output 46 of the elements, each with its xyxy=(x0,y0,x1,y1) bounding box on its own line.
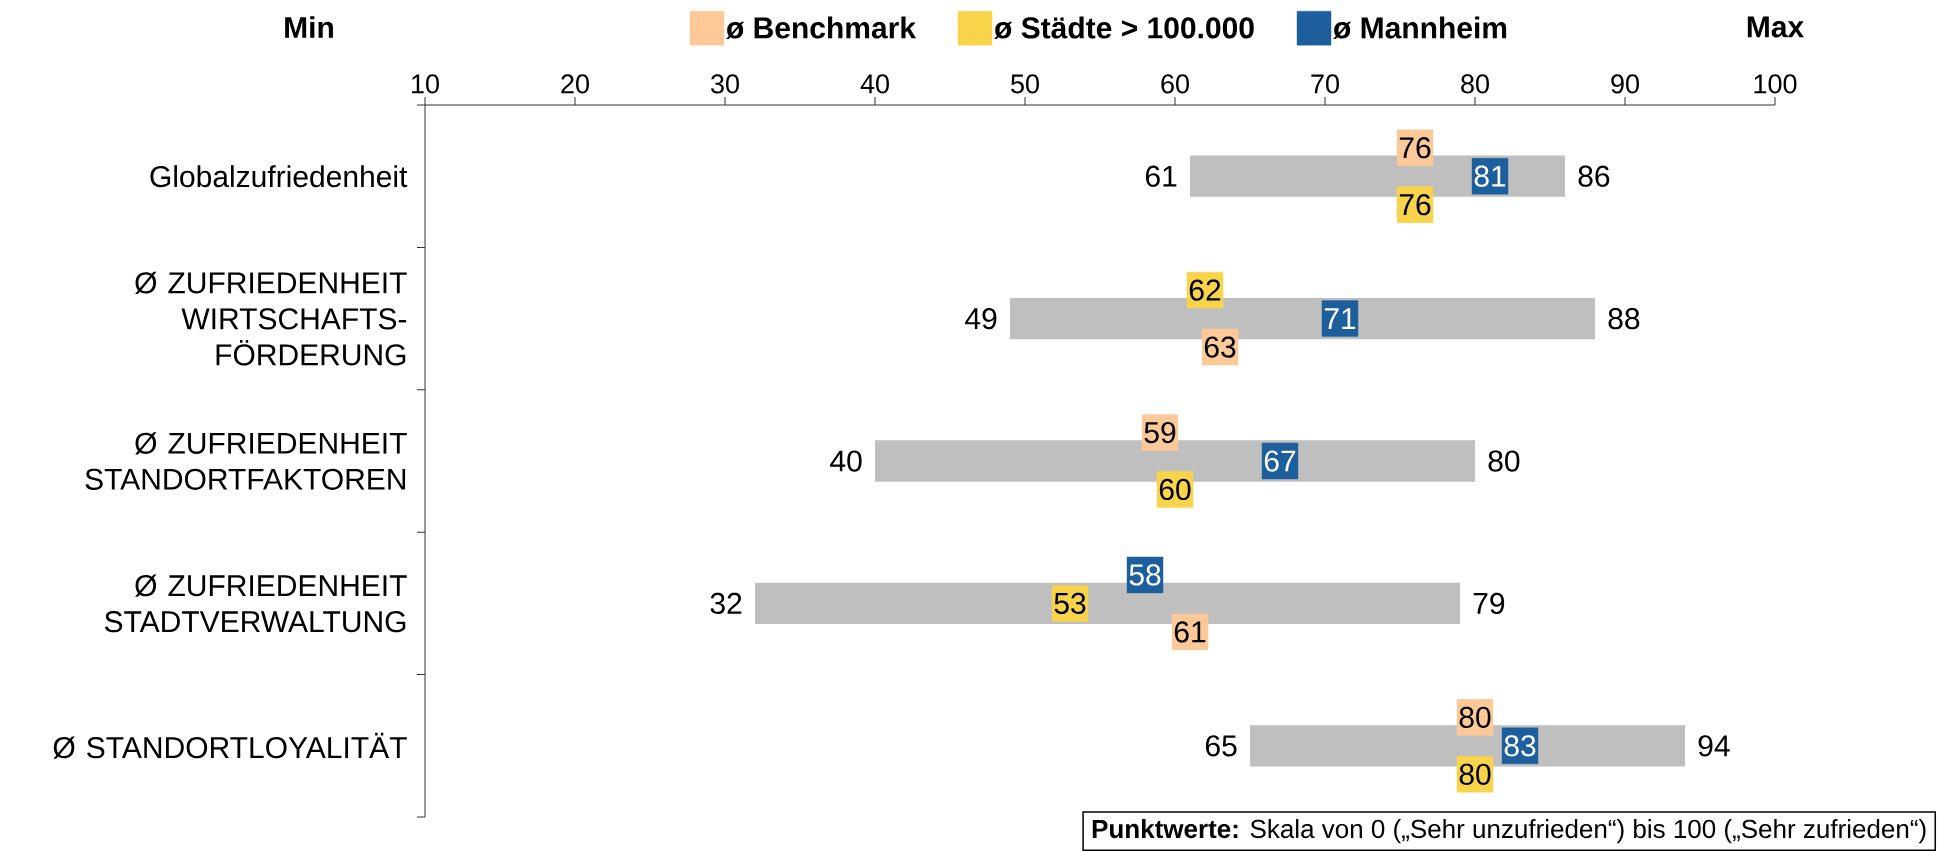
legend-label: ø Städte > 100.000 xyxy=(994,16,1254,40)
annotation: 65 xyxy=(1205,735,1237,757)
text: Min xyxy=(285,16,333,38)
x-tick-label: 40 xyxy=(860,74,889,94)
data-label: 59 xyxy=(1144,421,1176,444)
data-label: 61 xyxy=(1174,621,1206,643)
data-label: 71 xyxy=(1324,308,1356,329)
data-label: 80 xyxy=(1459,763,1491,785)
annotation: 40 xyxy=(830,450,862,472)
x-tick-label: 100 xyxy=(1754,74,1797,94)
text: Max xyxy=(1747,16,1804,38)
data-label: 76 xyxy=(1399,137,1431,159)
data-label: 76 xyxy=(1399,194,1431,216)
annotation: 79 xyxy=(1473,592,1505,615)
y-tick-label: Globalzufriedenheit xyxy=(150,165,408,188)
x-tick-label: 10 xyxy=(412,74,439,94)
data-label: 83 xyxy=(1504,735,1536,757)
text: Punktwerte: Skala von 0 („Sehr unzufrieden“) bis 100 („Sehr zufrieden“) xyxy=(1092,819,1926,844)
annotation: 88 xyxy=(1608,307,1640,330)
x-tick-label: 80 xyxy=(1461,74,1489,94)
data-label: 53 xyxy=(1054,592,1086,615)
y-tick-label: Ø ZUFRIEDENHEIT STADTVERWALTUNG xyxy=(104,574,407,633)
annotation: 61 xyxy=(1145,165,1177,187)
annotation: 80 xyxy=(1488,450,1520,472)
data-label: 81 xyxy=(1474,165,1506,187)
annotation: 32 xyxy=(710,592,742,615)
annotation: 86 xyxy=(1578,165,1610,187)
x-tick-label: 70 xyxy=(1311,74,1339,94)
data-label: 63 xyxy=(1204,336,1236,358)
y-tick-label: Ø STANDORTLOYALITÄT xyxy=(53,732,407,759)
annotation: 49 xyxy=(965,307,997,330)
x-tick-label: 50 xyxy=(1011,74,1039,94)
data-label: 67 xyxy=(1264,450,1296,472)
annotation: 94 xyxy=(1698,735,1730,757)
legend-label: ø Mannheim xyxy=(1333,16,1507,40)
y-tick-label: Ø ZUFRIEDENHEIT STANDORTFAKTOREN xyxy=(85,432,407,490)
x-tick-label: 30 xyxy=(711,74,739,94)
x-tick-label: 20 xyxy=(561,74,589,94)
x-tick-label: 90 xyxy=(1611,74,1639,94)
data-label: 58 xyxy=(1129,564,1161,586)
data-label: 80 xyxy=(1459,706,1491,728)
y-tick-label: Ø ZUFRIEDENHEIT WIRTSCHAFTS-FÖRDERUNG xyxy=(135,271,407,366)
x-tick-label: 60 xyxy=(1161,74,1189,94)
legend-label: ø Benchmark xyxy=(725,16,917,40)
data-label: 60 xyxy=(1159,478,1191,501)
data-label: 62 xyxy=(1189,279,1221,301)
